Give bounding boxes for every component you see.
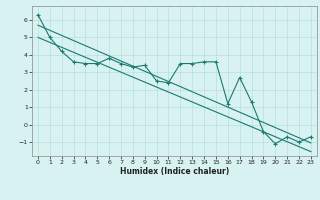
X-axis label: Humidex (Indice chaleur): Humidex (Indice chaleur) bbox=[120, 167, 229, 176]
